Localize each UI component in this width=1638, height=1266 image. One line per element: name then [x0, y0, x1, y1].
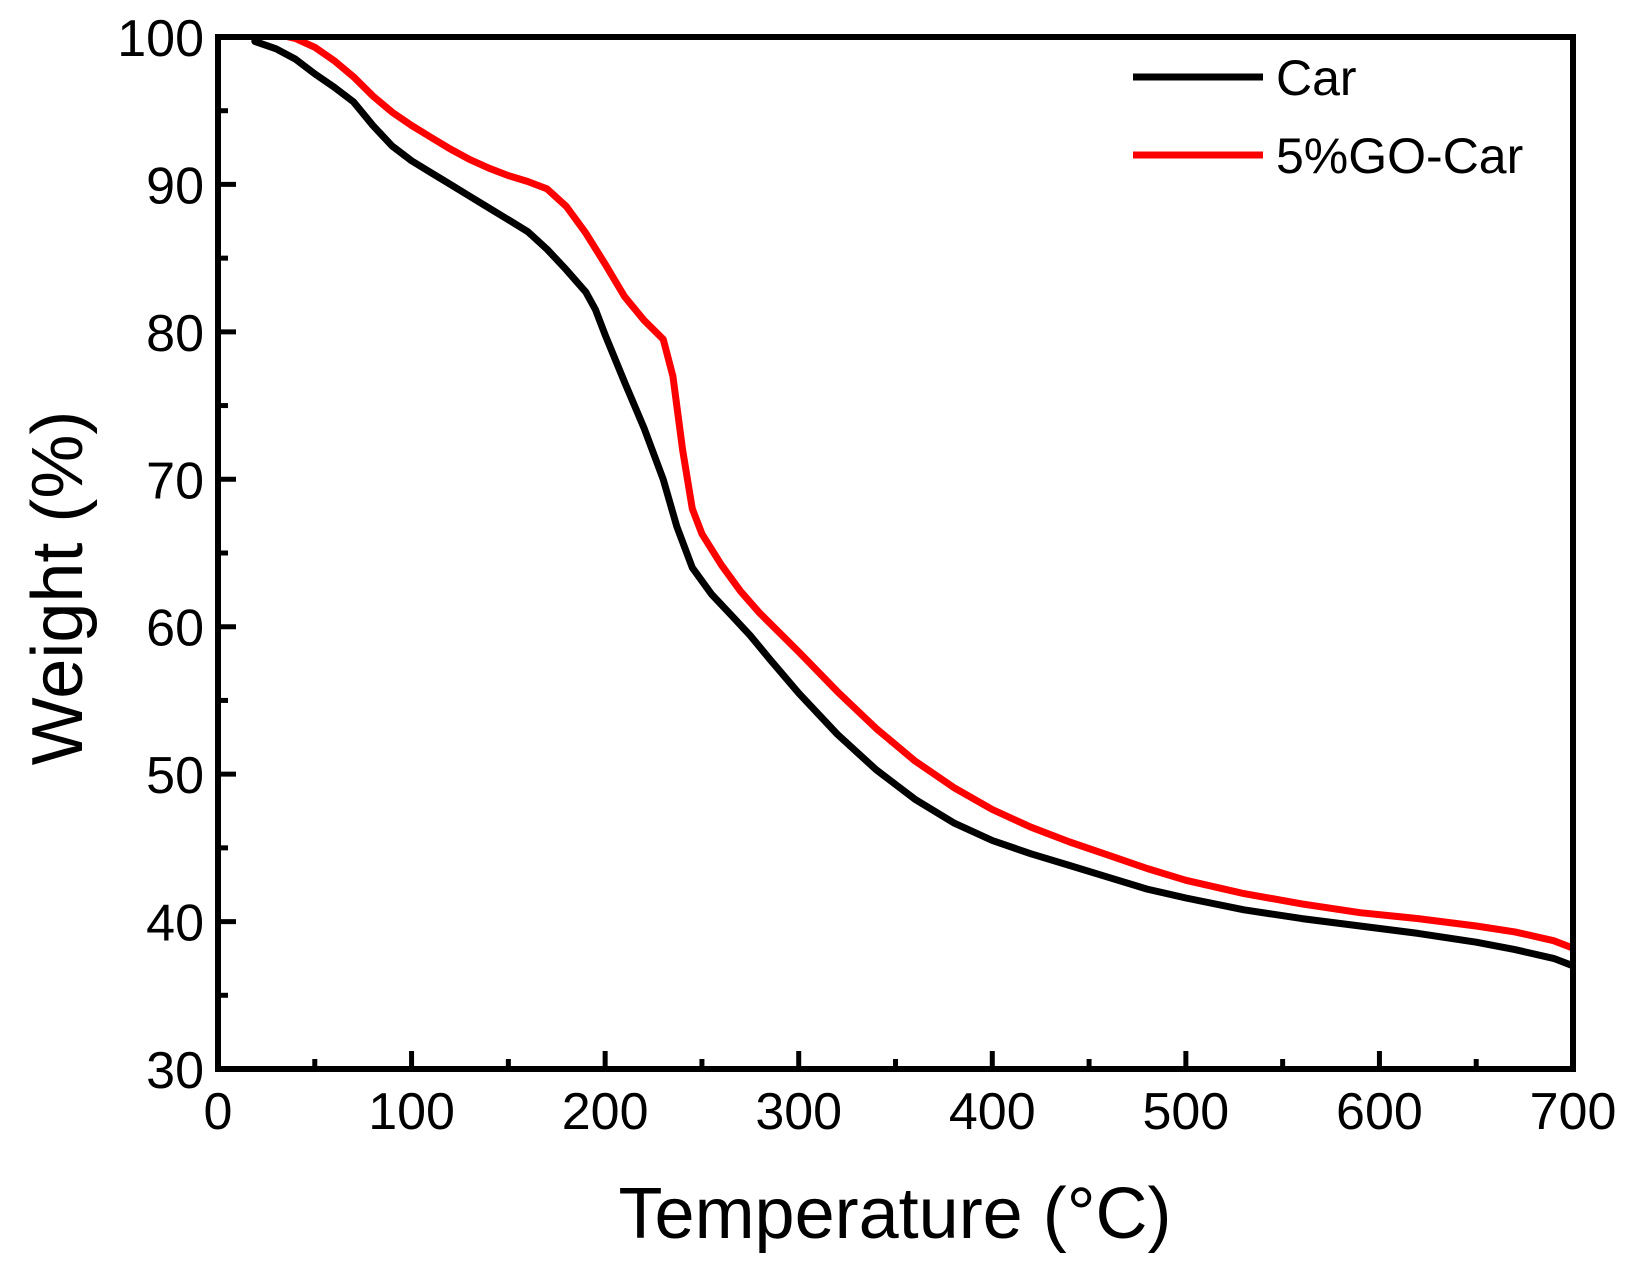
- x-tick-label: 600: [1336, 1083, 1423, 1141]
- x-tick-label: 100: [368, 1083, 455, 1141]
- y-tick-label: 30: [146, 1042, 204, 1100]
- series-line-0: [251, 37, 1573, 970]
- y-tick-label: 40: [146, 895, 204, 953]
- y-tick-label: 50: [146, 747, 204, 805]
- plot-curves: [251, 35, 1573, 970]
- y-axis-title: Weight (%): [18, 411, 98, 766]
- x-tick-label: 0: [204, 1083, 233, 1141]
- x-tick-label: 700: [1530, 1083, 1617, 1141]
- x-tick-label: 200: [562, 1083, 649, 1141]
- y-tick-label: 80: [146, 305, 204, 363]
- y-tick-label: 70: [146, 452, 204, 510]
- y-tick-label: 60: [146, 600, 204, 658]
- legend: Car 5%GO-Car: [1133, 50, 1523, 184]
- x-tick-label: 400: [949, 1083, 1036, 1141]
- y-tick-label: 100: [117, 10, 204, 68]
- x-axis-title: Temperature (°C): [619, 1174, 1172, 1254]
- legend-label-0: Car: [1276, 50, 1357, 106]
- legend-label-1: 5%GO-Car: [1276, 128, 1523, 184]
- x-tick-label: 500: [1142, 1083, 1229, 1141]
- axis-ticks: 0 100 200 300 400 500 600 700 30 40 50 60 70 80 90 100: [117, 10, 1616, 1141]
- y-tick-label: 90: [146, 157, 204, 215]
- x-tick-label: 300: [755, 1083, 842, 1141]
- series-line-1: [252, 35, 1573, 952]
